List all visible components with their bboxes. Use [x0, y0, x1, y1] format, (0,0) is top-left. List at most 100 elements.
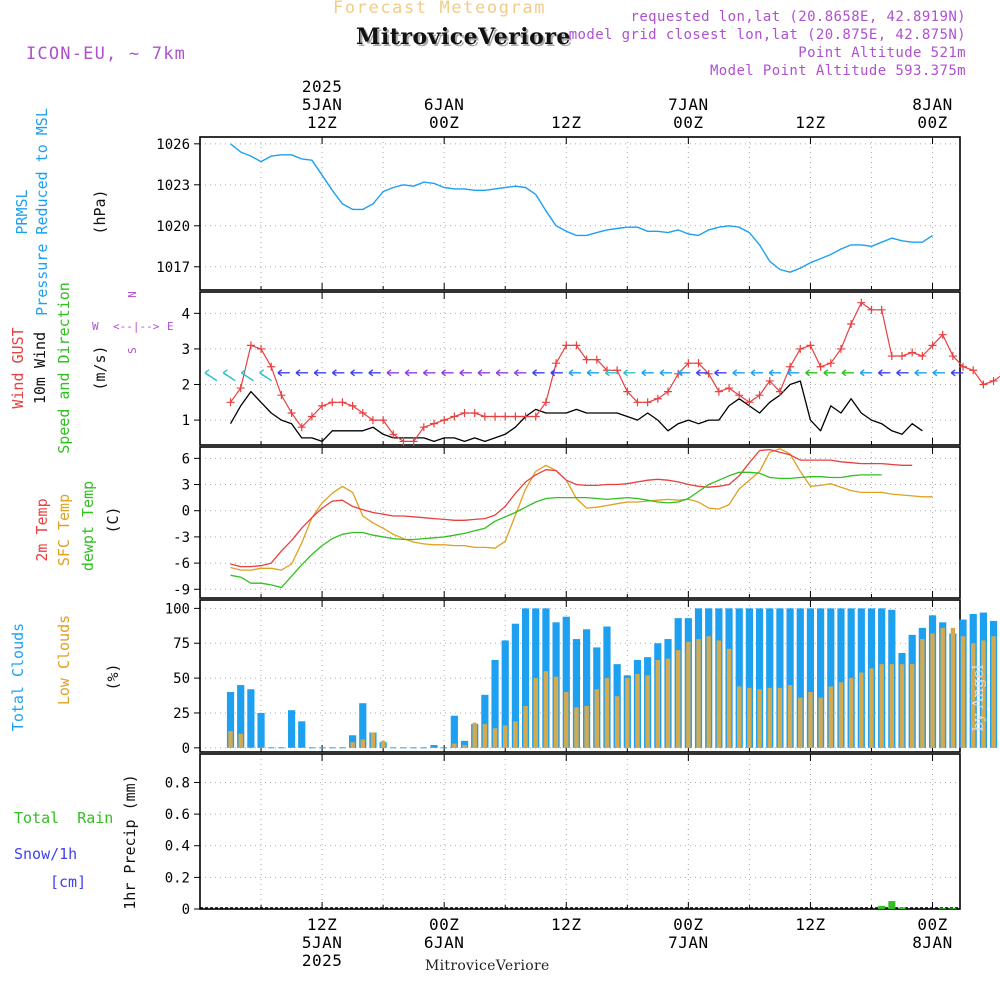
panel-4: 0 0.2 0.4 0.6 0.8 — [165, 753, 961, 918]
low-cloud-bar — [848, 678, 854, 748]
wind-direction-arrow — [386, 369, 399, 377]
low-cloud-bar — [360, 739, 365, 748]
total-cloud-bar — [450, 715, 458, 748]
wind-direction-arrow — [295, 369, 308, 377]
gust-marker — [379, 416, 388, 425]
bottom-axis-label: 7JAN — [668, 933, 709, 952]
pressure-unit: (hPa) — [91, 189, 109, 235]
wind-direction-arrow — [768, 369, 782, 377]
prmsl-label: PRMSL — [13, 189, 31, 235]
low-cloud-bar — [940, 627, 945, 748]
y-tick-label: -3 — [173, 530, 190, 546]
wind-direction-arrow — [422, 369, 436, 377]
wind-compass: N W <--|--> E S — [92, 288, 174, 360]
total-cloud-bar — [257, 712, 265, 748]
low-cloud-bar — [859, 672, 864, 748]
gust-marker — [501, 412, 510, 421]
wind-direction-arrow — [204, 369, 218, 382]
total-cloud-bar — [237, 685, 245, 748]
low-cloud-bar — [726, 648, 732, 748]
gust-marker — [348, 401, 357, 410]
wind-direction-arrow — [513, 369, 527, 377]
y-tick-label: -6 — [173, 556, 190, 572]
gust-marker — [796, 344, 805, 353]
gust-marker — [643, 398, 652, 407]
gust-marker — [755, 391, 764, 400]
wind-direction-arrow — [750, 369, 763, 377]
wind-direction-arrow — [222, 369, 236, 382]
wind-direction-arrow — [331, 369, 345, 377]
gust-marker — [328, 398, 337, 407]
gust-marker — [582, 355, 591, 364]
gust-marker — [836, 344, 845, 353]
low-cloud-bar — [635, 673, 640, 748]
low-cloud-bar — [553, 676, 559, 748]
wind-direction-arrow — [350, 369, 363, 377]
wind-direction-arrow — [877, 369, 891, 377]
snow-unit-label: [cm] — [50, 873, 87, 891]
low-cloud-bar — [828, 686, 833, 748]
point-altitude: Point Altitude 521m — [798, 45, 966, 61]
y-tick-label: 6 — [182, 451, 190, 467]
low-cloud-bar — [767, 687, 772, 748]
bottom-axis-label: 00Z — [673, 915, 703, 934]
wind-gust-line — [230, 302, 1000, 442]
gust-marker — [460, 408, 469, 417]
top-axis-label: 12Z — [795, 113, 825, 132]
total-cloud-bar — [583, 629, 591, 748]
gust-marker — [806, 341, 815, 350]
wind-direction-arrow — [550, 369, 563, 377]
low-cloud-bar — [930, 633, 935, 748]
low-cloud-bar — [350, 742, 355, 748]
total-cloud-bar — [481, 694, 489, 748]
low-cloud-bar — [747, 687, 752, 748]
gust-marker — [847, 320, 856, 329]
gust-marker — [653, 394, 662, 403]
total-cloud-bar — [511, 623, 519, 748]
gust-marker — [267, 362, 276, 371]
wind-direction-arrow — [805, 369, 818, 377]
gust-marker — [592, 355, 601, 364]
wind-direction-arrow — [695, 369, 709, 377]
panel-0: 1017 1020 1023 1026 — [156, 136, 961, 291]
low-cloud-bar — [889, 664, 895, 748]
gust-marker — [368, 416, 377, 425]
wind-direction-arrow — [568, 369, 581, 377]
low-cloud-bar — [564, 692, 569, 748]
wind-direction-arrow — [477, 369, 490, 377]
gust-marker — [572, 341, 581, 350]
y-tick-label: -9 — [173, 582, 190, 598]
low-cloud-bar — [370, 732, 376, 748]
gust-marker — [725, 384, 734, 393]
low-cloud-bar — [838, 682, 844, 748]
wind-direction-arrow — [896, 369, 909, 377]
total-cloud-bar — [755, 608, 764, 748]
sfc-temp-line — [230, 448, 933, 571]
low-cloud-bar — [879, 664, 884, 748]
low-cloud-bar — [696, 639, 701, 748]
wind-direction-arrow — [823, 369, 836, 377]
total-cloud-bar — [776, 608, 784, 748]
low-cloud-bar — [981, 640, 986, 748]
low-cloud-bar — [818, 697, 823, 748]
total-cloud-bar — [847, 608, 855, 748]
low-cloud-bar — [716, 640, 722, 748]
low-cloud-bar — [482, 724, 488, 748]
gust-marker — [908, 348, 917, 357]
gust-label: Wind GUST — [9, 327, 27, 409]
low-cloud-bar — [472, 722, 477, 748]
total-cloud-bar — [287, 710, 296, 748]
temp2m-line — [230, 448, 913, 568]
gust-marker — [674, 369, 683, 378]
y-tick-label: 2 — [182, 378, 190, 394]
low-cloud-bar — [665, 658, 671, 748]
top-axis-label: 5JAN — [302, 95, 343, 114]
wind-direction-label: Speed and Direction — [55, 282, 73, 454]
bottom-axis-label: 2025 — [302, 951, 343, 970]
total-cloud-bar — [491, 659, 499, 748]
low-cloud-bar — [380, 740, 386, 748]
total-cloud-bar — [796, 608, 804, 748]
low-cloud-bar — [645, 675, 650, 748]
low-cloud-bar — [462, 745, 467, 748]
